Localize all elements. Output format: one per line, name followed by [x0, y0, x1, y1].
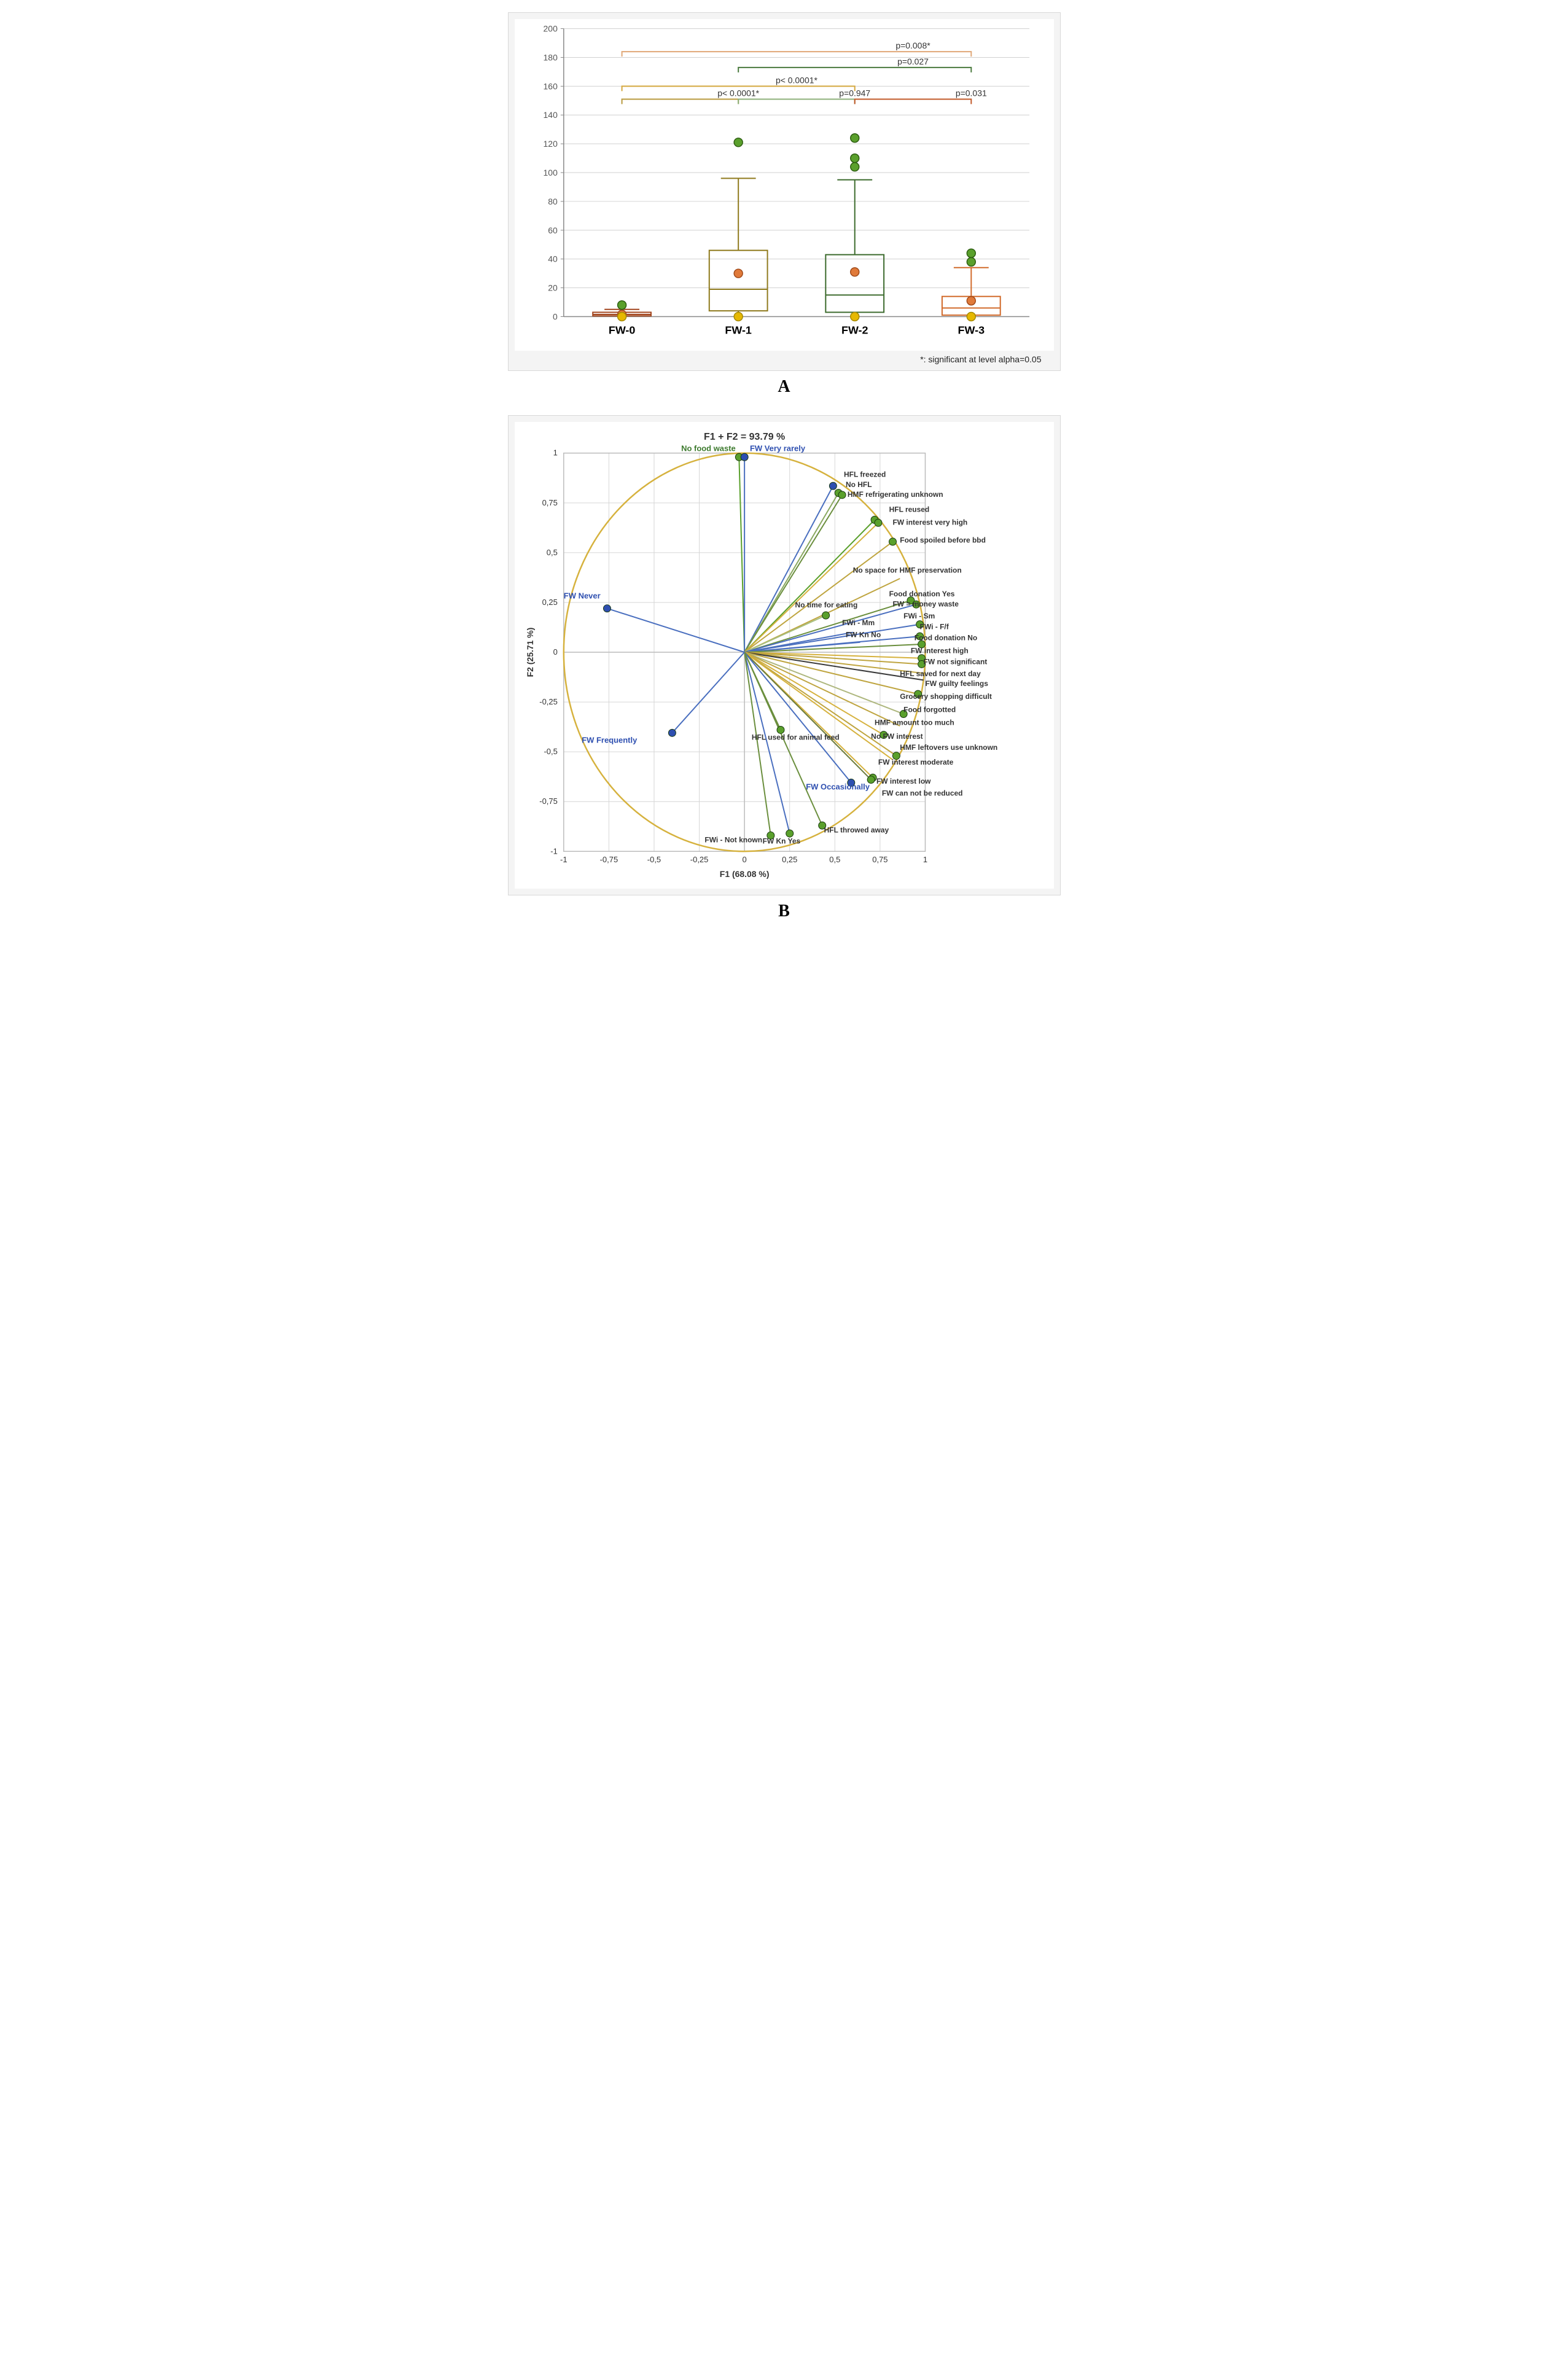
- svg-text:40: 40: [548, 254, 558, 264]
- svg-text:20: 20: [548, 283, 558, 293]
- svg-text:Grocery shopping difficult: Grocery shopping difficult: [900, 692, 992, 701]
- svg-text:FWi - Sm: FWi - Sm: [903, 612, 935, 620]
- svg-text:FW Kn No: FW Kn No: [845, 631, 880, 639]
- svg-text:-0,5: -0,5: [647, 855, 660, 864]
- svg-text:0: 0: [553, 647, 557, 657]
- svg-text:Food spoiled before bbd: Food spoiled before bbd: [900, 536, 986, 545]
- svg-text:No food waste: No food waste: [681, 444, 736, 453]
- svg-text:FW-1: FW-1: [725, 324, 752, 336]
- svg-text:HFL saved for next day: HFL saved for next day: [900, 669, 981, 678]
- svg-text:0,25: 0,25: [782, 855, 797, 864]
- panel-b-label: B: [508, 902, 1061, 921]
- svg-text:HMF amount too much: HMF amount too much: [875, 718, 954, 727]
- svg-text:p=0.031: p=0.031: [955, 88, 986, 98]
- biplot-chart: -1 -0,75 -0,5 -0,25 0 0,25 0,5 0,75 1 -1 -0,75 -0,5…: [515, 422, 1054, 889]
- svg-text:HFL freezed: HFL freezed: [844, 470, 886, 479]
- svg-text:No HFL: No HFL: [845, 480, 872, 489]
- svg-text:HFL used for animal feed: HFL used for animal feed: [751, 733, 839, 742]
- panel-b-biplot: -1 -0,75 -0,5 -0,25 0 0,25 0,5 0,75 1 -1 -0,75 -0,5…: [508, 415, 1061, 895]
- svg-text:F1 (68.08 %): F1 (68.08 %): [719, 869, 769, 879]
- svg-text:F2 (25.71 %): F2 (25.71 %): [525, 628, 534, 677]
- svg-text:FW Frequently: FW Frequently: [582, 736, 638, 745]
- panel-a-footnote: *: significant at level alpha=0.05: [515, 351, 1054, 364]
- svg-text:100: 100: [543, 168, 558, 177]
- svg-text:p=0.027: p=0.027: [897, 57, 929, 66]
- svg-text:FW Never: FW Never: [563, 591, 600, 600]
- svg-text:FW-2: FW-2: [841, 324, 868, 336]
- svg-text:-1: -1: [550, 846, 558, 856]
- svg-text:120: 120: [543, 139, 558, 149]
- svg-text:0,75: 0,75: [872, 855, 887, 864]
- svg-text:140: 140: [543, 110, 558, 120]
- boxplot-chart: 0 20 40 60 80 100 120 140 160 180 200 p< 0.0001* p< …: [515, 19, 1054, 351]
- svg-text:-1: -1: [560, 855, 568, 864]
- svg-text:FWi - F/f: FWi - F/f: [919, 623, 949, 631]
- svg-text:-0,25: -0,25: [690, 855, 708, 864]
- svg-text:Food donation Yes: Food donation Yes: [889, 590, 954, 598]
- svg-text:HFL reused: HFL reused: [889, 505, 929, 513]
- svg-text:180: 180: [543, 52, 558, 62]
- svg-text:1: 1: [922, 855, 927, 864]
- svg-text:0,75: 0,75: [542, 498, 557, 507]
- panel-a-boxplot: 0 20 40 60 80 100 120 140 160 180 200 p< 0.0001* p< …: [508, 12, 1061, 371]
- svg-text:FW-3: FW-3: [958, 324, 985, 336]
- svg-text:FW interest low: FW interest low: [876, 777, 931, 785]
- svg-text:F1 + F2 = 93.79 %: F1 + F2 = 93.79 %: [704, 432, 785, 442]
- svg-text:Food forgotted: Food forgotted: [903, 705, 956, 714]
- svg-text:FW-0: FW-0: [608, 324, 635, 336]
- svg-text:-0,75: -0,75: [539, 797, 558, 806]
- svg-text:60: 60: [548, 225, 558, 235]
- panel-a-label: A: [508, 377, 1061, 397]
- svg-text:-0,5: -0,5: [544, 747, 557, 756]
- svg-text:-0,75: -0,75: [599, 855, 618, 864]
- svg-text:FW guilty feelings: FW guilty feelings: [925, 679, 988, 688]
- svg-text:HMF leftovers use unknown: HMF leftovers use unknown: [900, 743, 997, 752]
- svg-text:FWi - Not known: FWi - Not known: [704, 836, 762, 844]
- svg-text:Food donation No: Food donation No: [914, 634, 977, 642]
- svg-text:HMF refrigerating unknown: HMF refrigerating unknown: [847, 490, 943, 499]
- svg-text:HFL throwed away: HFL throwed away: [824, 825, 889, 834]
- svg-text:p< 0.0001*: p< 0.0001*: [776, 75, 817, 85]
- svg-text:FW Occasionally: FW Occasionally: [806, 782, 870, 792]
- svg-text:160: 160: [543, 81, 558, 91]
- svg-text:FW not significant: FW not significant: [923, 657, 987, 666]
- svg-text:0,25: 0,25: [542, 598, 557, 607]
- svg-text:FW = money waste: FW = money waste: [892, 599, 959, 608]
- svg-text:200: 200: [543, 24, 558, 34]
- svg-text:FWi - Mm: FWi - Mm: [842, 618, 875, 627]
- svg-text:No time for eating: No time for eating: [795, 601, 857, 609]
- svg-text:FW interest very high: FW interest very high: [892, 518, 967, 526]
- svg-text:FW Very rarely: FW Very rarely: [749, 444, 805, 453]
- svg-text:-0,25: -0,25: [539, 697, 558, 706]
- svg-text:p=0.008*: p=0.008*: [895, 41, 930, 50]
- svg-text:80: 80: [548, 197, 558, 206]
- svg-text:0,5: 0,5: [546, 548, 557, 557]
- svg-text:No FW interest: No FW interest: [871, 732, 922, 741]
- svg-text:0: 0: [553, 311, 558, 321]
- svg-text:FW interest moderate: FW interest moderate: [878, 758, 953, 766]
- svg-text:p< 0.0001*: p< 0.0001*: [717, 88, 759, 98]
- svg-text:1: 1: [553, 448, 557, 458]
- svg-text:FW can not be reduced: FW can not be reduced: [881, 789, 962, 797]
- svg-text:FW interest high: FW interest high: [910, 647, 968, 655]
- svg-text:0: 0: [742, 855, 746, 864]
- svg-text:0,5: 0,5: [829, 855, 840, 864]
- svg-text:No space for HMF preservation: No space for HMF preservation: [852, 566, 961, 574]
- svg-text:p=0.947: p=0.947: [839, 88, 870, 98]
